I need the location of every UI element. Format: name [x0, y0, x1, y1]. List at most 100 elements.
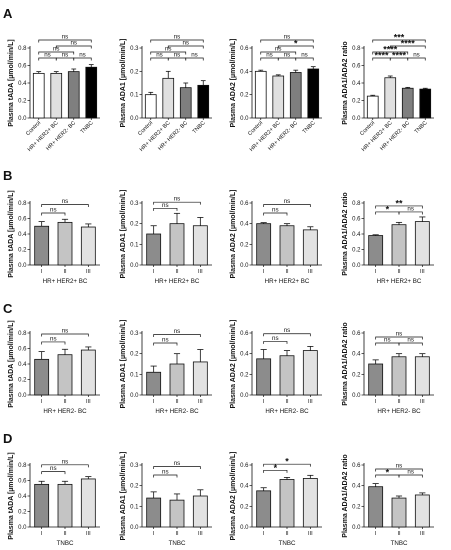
y-tick-label: 0.0 — [352, 393, 361, 399]
y-tick-label: 0.8 — [352, 46, 361, 52]
x-axis-label: HR+ HER2+ BC — [155, 278, 200, 285]
category-label: II — [285, 531, 289, 537]
y-tick-label: 0.8 — [18, 201, 27, 207]
significance-bracket — [263, 341, 288, 344]
y-tick-label: 0.4 — [18, 362, 27, 368]
y-tick-label: 0.3 — [130, 463, 139, 469]
significance-label: ns — [396, 331, 403, 338]
significance-label: **** — [374, 51, 389, 61]
category-label: I — [153, 269, 155, 275]
bar — [302, 229, 318, 266]
bar — [34, 225, 50, 266]
significance-label: *** — [394, 33, 405, 43]
y-tick-label: 0.4 — [18, 81, 27, 87]
category-label: III — [308, 399, 313, 405]
bar — [279, 479, 295, 528]
y-tick-label: 0.6 — [18, 217, 27, 223]
category-label: II — [175, 399, 179, 405]
y-axis-label: Plasma ADA1 [µmol/min/L] — [120, 39, 127, 128]
bar — [169, 499, 185, 528]
significance-bracket — [150, 39, 204, 43]
y-tick-label: 0.2 — [352, 504, 361, 510]
significance-label: * — [294, 39, 298, 49]
category-label: III — [198, 269, 203, 275]
y-tick-label: 0.4 — [240, 352, 249, 358]
significance-bracket — [153, 334, 201, 337]
category-label: III — [86, 269, 91, 275]
bar — [57, 221, 73, 266]
bar — [391, 497, 407, 528]
x-axis-label: TNBC — [57, 540, 74, 547]
y-tick-label: 0.0 — [18, 525, 27, 531]
y-tick-label: 0.0 — [352, 525, 361, 531]
bar — [414, 221, 430, 266]
significance-bracket — [41, 212, 66, 216]
y-tick-label: 0.6 — [240, 201, 249, 207]
bar — [279, 225, 295, 266]
significance-label: ns — [384, 337, 391, 344]
significance-bracket — [260, 51, 297, 55]
y-tick-label: 0.0 — [130, 263, 139, 269]
bar — [302, 350, 318, 396]
bar — [391, 224, 407, 266]
y-tick-label: 0.6 — [18, 347, 27, 353]
y-axis-label: Plasma ADA1 [µmol/min/L] — [120, 190, 127, 279]
significance-label: ns — [62, 198, 69, 205]
y-tick-label: 0.8 — [18, 331, 27, 337]
significance-bracket — [38, 39, 92, 43]
bar — [197, 84, 210, 119]
y-tick-label: 0.1 — [130, 504, 139, 510]
y-tick-label: 0.3 — [130, 201, 139, 207]
bar — [34, 358, 50, 396]
x-axis-label: TNBC — [391, 540, 408, 547]
y-tick-label: 0.8 — [18, 463, 27, 469]
category-label: III — [308, 269, 313, 275]
significance-bracket — [263, 469, 288, 473]
category-label: I — [375, 269, 377, 275]
significance-label: ns — [174, 34, 181, 41]
bar — [57, 483, 73, 528]
significance-bracket — [398, 211, 423, 215]
significance-label: ns — [272, 335, 279, 342]
y-tick-label: 0.2 — [240, 93, 249, 99]
x-axis-label: HR+ HER2- BC — [377, 408, 421, 415]
significance-label: * — [285, 457, 289, 467]
panel-label-b: B — [3, 168, 12, 183]
significance-label: ns — [162, 469, 169, 476]
bar — [169, 363, 185, 396]
significance-label: ns — [266, 52, 273, 59]
y-tick-label: 0.4 — [240, 222, 249, 228]
y-tick-label: 0.0 — [240, 525, 249, 531]
significance-label: ns — [53, 46, 60, 53]
y-tick-label: 0.2 — [18, 99, 27, 105]
y-axis-label: Plasma tADA [µmol/min/L] — [8, 190, 15, 277]
y-axis-label: Plasma ADA1/ADA2 ratio — [342, 41, 349, 124]
significance-label: **** — [392, 51, 407, 61]
y-axis-label: Plasma ADA1 [µmol/min/L] — [120, 452, 127, 541]
y-tick-label: 0.6 — [18, 64, 27, 70]
significance-bracket — [263, 212, 288, 216]
y-tick-label: 0.2 — [130, 352, 139, 358]
y-tick-label: 0.4 — [18, 232, 27, 238]
y-tick-label: 0.1 — [130, 372, 139, 378]
significance-label: **** — [383, 45, 398, 55]
x-axis-label: HR+ HER2+ BC — [265, 278, 310, 285]
significance-label: ns — [396, 463, 403, 470]
significance-label: ns — [407, 469, 414, 476]
significance-label: ns — [284, 198, 291, 205]
significance-label: ns — [284, 34, 291, 41]
y-tick-label: 0.0 — [18, 263, 27, 269]
significance-bracket — [167, 45, 204, 49]
category-label: II — [397, 399, 401, 405]
significance-bracket — [153, 201, 201, 205]
category-label: I — [41, 269, 43, 275]
y-tick-label: 0.2 — [352, 372, 361, 378]
significance-bracket — [277, 45, 314, 49]
